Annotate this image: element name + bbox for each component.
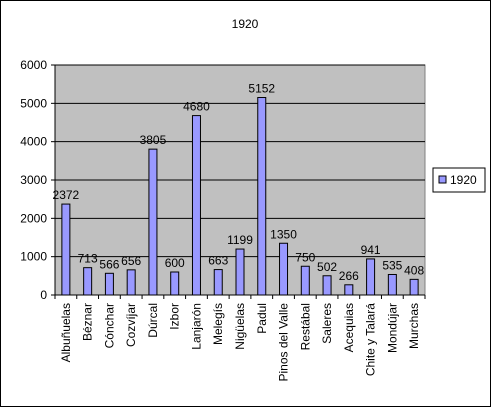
- data-label-nigüelas: 1199: [227, 233, 253, 247]
- legend-entry-1920: 1920: [450, 173, 477, 187]
- y-tick-label-3000: 3000: [20, 173, 47, 187]
- bar-saleres: [322, 275, 332, 296]
- data-label-albuñuelas: 2372: [53, 188, 80, 202]
- data-label-chite-y-talará: 941: [361, 243, 381, 257]
- data-label-acequias: 266: [339, 269, 359, 283]
- data-label-murchas: 408: [404, 263, 424, 277]
- y-tick-label-5000: 5000: [20, 96, 47, 110]
- legend-swatch: [438, 175, 447, 184]
- data-labels: 2372 713 566 656 3805 600 4680 663 1199 5152 1350 7…: [53, 82, 425, 283]
- bar-acequias: [344, 284, 354, 296]
- x-tick-label-murchas: Murchas: [407, 303, 421, 349]
- bar-dúrcal: [148, 148, 158, 296]
- data-label-melegís: 663: [208, 254, 228, 268]
- bar-lanjarón: [191, 115, 201, 296]
- data-label-béznar: 713: [78, 252, 98, 266]
- bar-nigüelas: [235, 248, 245, 296]
- x-tick-label-nigüelas: Nigüelas: [233, 303, 247, 350]
- bar-murchas: [409, 278, 419, 296]
- data-label-saleres: 502: [317, 260, 337, 274]
- bar-izbor: [170, 271, 180, 296]
- x-tick-label-melegís: Melegís: [211, 303, 225, 345]
- x-tick-label-lanjarón: Lanjarón: [189, 303, 203, 350]
- x-tick-label-izbor: Izbor: [168, 303, 182, 330]
- data-label-cónchar: 566: [99, 257, 119, 271]
- bar-padul: [257, 97, 267, 296]
- x-tick-label-mondújar: Mondújar: [385, 303, 399, 353]
- x-tick-label-restábal: Restábal: [298, 303, 312, 350]
- x-tick-label-chite-y-talará: Chite y Talará: [364, 303, 378, 376]
- bars: [61, 97, 419, 296]
- legend: 1920: [432, 167, 486, 193]
- y-tick-label-6000: 6000: [20, 58, 47, 72]
- bar-mondújar: [387, 273, 397, 296]
- x-tick-label-albuñuelas: Albuñuelas: [59, 303, 73, 362]
- data-label-restábal: 750: [295, 250, 315, 264]
- y-axis: 0 1000 2000 3000 4000 5000 6000: [20, 58, 56, 302]
- x-axis: Albuñuelas Béznar Cónchar Cozvíjar Dúrcal Izb…: [54, 294, 426, 382]
- chart-title: 1920: [232, 17, 259, 31]
- x-tick-label-padul: Padul: [255, 303, 269, 334]
- data-label-padul: 5152: [248, 82, 275, 96]
- x-tick-label-saleres: Saleres: [320, 303, 334, 344]
- data-label-dúrcal: 3805: [140, 133, 167, 147]
- data-label-cozvíjar: 656: [121, 254, 141, 268]
- x-tick-label-béznar: Béznar: [81, 303, 95, 341]
- y-tick-label-2000: 2000: [20, 211, 47, 225]
- bar-chite-y-talará: [366, 258, 376, 296]
- x-tick-label-dúrcal: Dúrcal: [146, 303, 160, 338]
- x-tick-label-cozvíjar: Cozvíjar: [124, 303, 138, 347]
- bar-pinos-del-valle: [279, 242, 289, 296]
- x-tick-label-pinos-del-valle: Pinos del Valle: [277, 303, 291, 382]
- x-tick-label-acequias: Acequias: [342, 303, 356, 352]
- bar-albuñuelas: [61, 203, 71, 296]
- gridlines: [55, 64, 425, 258]
- data-label-mondújar: 535: [382, 258, 402, 272]
- y-tick-label-1000: 1000: [20, 250, 47, 264]
- y-tick-label-0: 0: [40, 288, 47, 302]
- bar-cónchar: [104, 272, 114, 296]
- bar-restábal: [300, 265, 310, 296]
- data-label-pinos-del-valle: 1350: [270, 227, 297, 241]
- data-label-izbor: 600: [165, 256, 185, 270]
- data-label-lanjarón: 4680: [183, 100, 210, 114]
- bar-melegís: [213, 269, 223, 296]
- y-tick-label-4000: 4000: [20, 135, 47, 149]
- x-tick-label-cónchar: Cónchar: [102, 303, 116, 348]
- bar-cozvíjar: [126, 269, 136, 296]
- bar-béznar: [83, 267, 93, 296]
